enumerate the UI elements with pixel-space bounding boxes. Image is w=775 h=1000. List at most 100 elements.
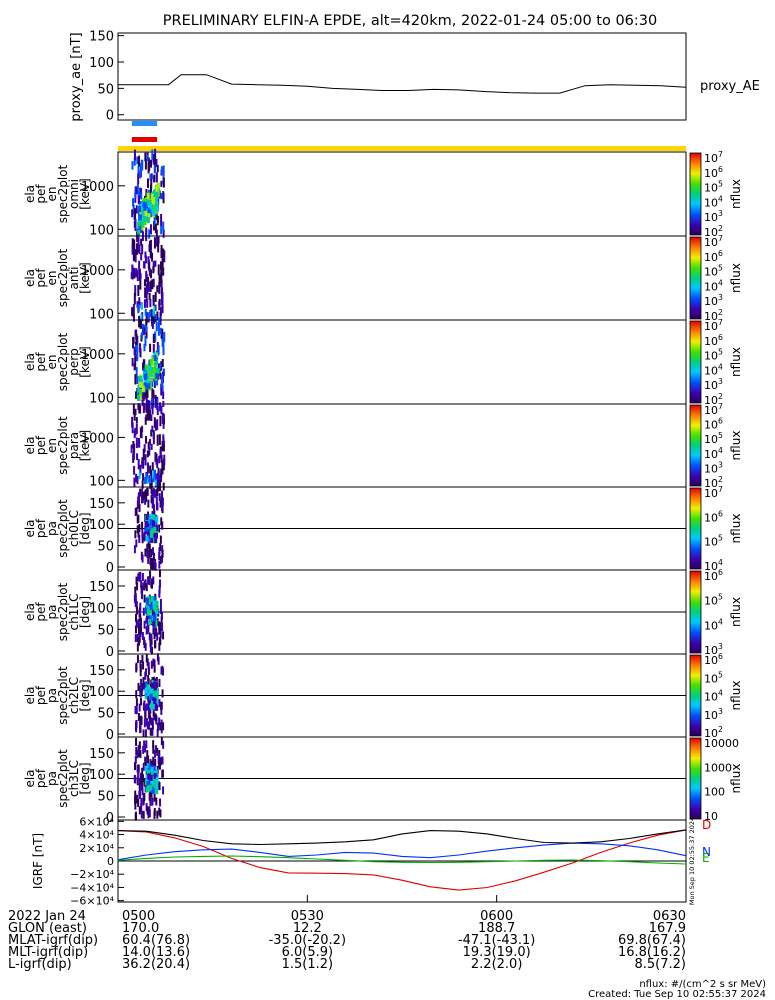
pa_ch1-ytick-label: 150 (89, 580, 114, 595)
spec_anti-ylabel: [keV] (78, 262, 92, 293)
pa_ch1-cell (153, 605, 157, 612)
spec_perp-cell (143, 382, 147, 389)
spec_anti-cell (133, 239, 136, 251)
spec_para-cell (159, 415, 162, 427)
pa_ch2-cell (137, 682, 140, 691)
spec_para-cell (148, 438, 151, 446)
pa_ch2-cell (135, 690, 138, 699)
spec_anti-cell (152, 294, 155, 306)
spec_omni-cell (137, 173, 140, 185)
pa_ch2-cell (141, 683, 144, 692)
spec_para-colorbar-tick: 107 (704, 402, 723, 417)
spec_omni-colorbar-tick: 107 (704, 150, 723, 165)
pa_ch3-cell (136, 764, 139, 773)
spec_omni-cell (143, 204, 147, 211)
pa_ch3-cell (151, 780, 155, 787)
spec_perp-cell (136, 376, 139, 384)
spec_anti-cell (162, 267, 165, 276)
spec_anti-cell (152, 309, 155, 317)
spec_para-cell (158, 479, 161, 492)
spec_omni-cell (141, 208, 145, 215)
pa_ch3-cell (137, 771, 140, 780)
spec_para-cell (148, 474, 151, 482)
pa_ch0-cell (161, 497, 164, 506)
spec_omni-cell (144, 210, 148, 217)
pa_ch1-ylabel: ch1LC (67, 594, 81, 631)
spec_para-cell (147, 441, 150, 450)
footer-row-label: MLT-igrf(dip) (8, 945, 88, 960)
pa_ch3-cell (147, 755, 150, 764)
pa_ch3-cell (146, 778, 150, 785)
spec_omni-cell (155, 185, 159, 192)
spec_anti-cell (158, 282, 161, 294)
pa_ch3-cell (162, 740, 165, 749)
pa_ch0-cell (161, 545, 164, 554)
pa_ch2-cell (145, 703, 149, 710)
pa_ch0-cell (148, 525, 152, 532)
spec_para-cell (149, 465, 152, 474)
pa_ch0-cell (139, 488, 142, 497)
spec_anti-cell (141, 244, 144, 255)
pa_ch3-ytick-label: 50 (97, 790, 114, 805)
pa_ch3-ylabel: pef (34, 768, 48, 788)
spec_perp-ylabel: spec2plot (56, 332, 70, 391)
spec_anti-cell (131, 264, 134, 277)
pa_ch1-cell (149, 644, 152, 653)
pa_ch0-ytick-label: 150 (89, 497, 114, 512)
spec_anti-cell (136, 301, 139, 308)
igrf-legend-n: N (702, 845, 711, 859)
spec_anti-cell (152, 266, 155, 274)
pa_ch2-cell (153, 684, 157, 691)
pa_ch0-cell (147, 541, 150, 550)
footer-row-label: L-igrf(dip) (8, 957, 72, 972)
pa_ch2-cell (142, 729, 145, 738)
spec_anti-cell (138, 315, 141, 328)
spec_perp-cell (134, 348, 137, 359)
pa_ch3-ylabel: ch3LC (67, 760, 81, 797)
pa_ch0-cell (154, 562, 157, 571)
spec_omni-cell (142, 198, 146, 205)
pa_ch2-colorbar (690, 655, 701, 736)
spec_perp-cell (145, 325, 148, 333)
spec_para-cell (131, 416, 134, 428)
pa_ch0-cell (138, 534, 141, 543)
pa_ch3-cell (160, 737, 163, 746)
pa_ch3-cell (134, 801, 137, 810)
pa_ch0-cell (153, 526, 157, 533)
pa_ch0-cell (161, 521, 164, 530)
pa_ch3-cell (141, 787, 144, 796)
pa_ch1-cell (145, 583, 148, 592)
spec_para-cell (139, 464, 142, 475)
pa_ch0-cell (151, 557, 154, 566)
spec_perp-cell (145, 394, 148, 405)
spec_perp-colorbar-frame (689, 320, 702, 404)
spec_para-ylabel: pef (34, 435, 48, 455)
spec_anti-cell (143, 262, 146, 269)
pa_ch2-cell (160, 725, 163, 734)
spec_para-ylabel: en (45, 438, 59, 453)
spec_omni-cell (137, 191, 140, 199)
spec_omni-cell (136, 156, 139, 165)
spec_perp-cell (156, 368, 160, 375)
spec_anti-cell (157, 264, 160, 276)
spec_perp-cell (149, 343, 152, 352)
pa_ch3-cell (137, 799, 140, 808)
pa_ch2-cell (135, 662, 138, 671)
spec_omni-cell (142, 215, 146, 222)
spec_anti-colorbar-tick: 107 (704, 234, 723, 249)
pa_ch0-cell (154, 532, 158, 539)
spec_anti-cell (160, 272, 163, 284)
spec_para-ylabel: [keV] (78, 430, 92, 461)
spec_anti-ylabel: pef (34, 268, 48, 288)
spec_perp-ylabel: perp (67, 348, 81, 376)
footer-row-value: 16.8(16.2) (618, 945, 686, 960)
footer-row-value: 1.5(1.2) (282, 957, 334, 972)
pa_ch2-cell (153, 698, 157, 705)
pa_ch2-cell (146, 658, 149, 667)
pa_ch2-cell (147, 721, 150, 730)
pa_ch3-cell (140, 803, 143, 812)
spec_anti-cell (144, 251, 147, 259)
spec_perp-cell (135, 333, 138, 345)
spec_anti-cell (160, 294, 163, 306)
